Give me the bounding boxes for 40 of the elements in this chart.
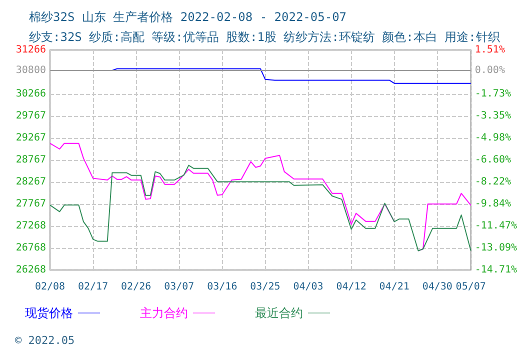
- y2-tick-label: -6.60%: [474, 154, 511, 166]
- x-tick-label: 03/25: [250, 282, 280, 292]
- y2-tick-label: 0.00%: [474, 64, 505, 76]
- y-tick-label: 31266: [16, 44, 46, 56]
- y2-tick-label: -11.47%: [474, 220, 518, 232]
- y2-tick-label: -8.22%: [474, 176, 511, 188]
- x-tick-label: 03/16: [207, 282, 238, 292]
- chart-title: 棉纱32S 山东 生产者价格 2022-02-08 - 2022-05-07: [29, 10, 347, 24]
- y2-tick-label: 1.51%: [474, 44, 505, 56]
- text: © 2022.05: [15, 334, 75, 347]
- y2-tick-label: -14.71%: [474, 264, 518, 276]
- x-tick-label: 05/07: [456, 282, 486, 292]
- x-tick-label: 03/07: [164, 282, 194, 292]
- x-tick-label: 04/03: [293, 282, 324, 292]
- x-tick-label: 02/17: [78, 282, 108, 292]
- x-tick-label: 02/08: [34, 282, 66, 292]
- y2-tick-label: -13.09%: [474, 242, 518, 254]
- y-tick-label: 28767: [16, 154, 46, 166]
- chart-subtitle: 纱支:32S 纱质:高配 等级:优等品 股数:1股 纺纱方法:环锭纺 颜色:本白 用途:针织: [29, 30, 500, 44]
- x-tick-label: 04/30: [422, 282, 452, 292]
- legend-label: 主力合约: [140, 306, 188, 320]
- y2-tick-label: -3.35%: [474, 110, 511, 122]
- y-tick-label: 30800: [16, 65, 46, 76]
- y-tick-label: 26768: [16, 242, 46, 254]
- y-tick-label: 27268: [16, 220, 46, 232]
- x-tick-label: 04/12: [336, 282, 366, 292]
- y-tick-label: 30266: [16, 88, 46, 100]
- x-tick-label: 04/21: [379, 282, 410, 292]
- y-tick-label: 28267: [16, 176, 46, 188]
- y-tick-label: 27767: [16, 198, 46, 210]
- y2-tick-label: -4.98%: [474, 132, 511, 144]
- y2-tick-label: -1.73%: [474, 88, 511, 100]
- legend-label: 最近合约: [255, 306, 303, 320]
- y-tick-label: 29767: [16, 110, 46, 122]
- y2-tick-label: -9.84%: [474, 198, 511, 210]
- y-tick-label: 29267: [16, 132, 46, 144]
- x-tick-label: 02/26: [121, 282, 152, 292]
- y-tick-label: 26268: [16, 264, 46, 276]
- line-series: [50, 164, 472, 252]
- legend-label: 现货价格: [25, 306, 73, 320]
